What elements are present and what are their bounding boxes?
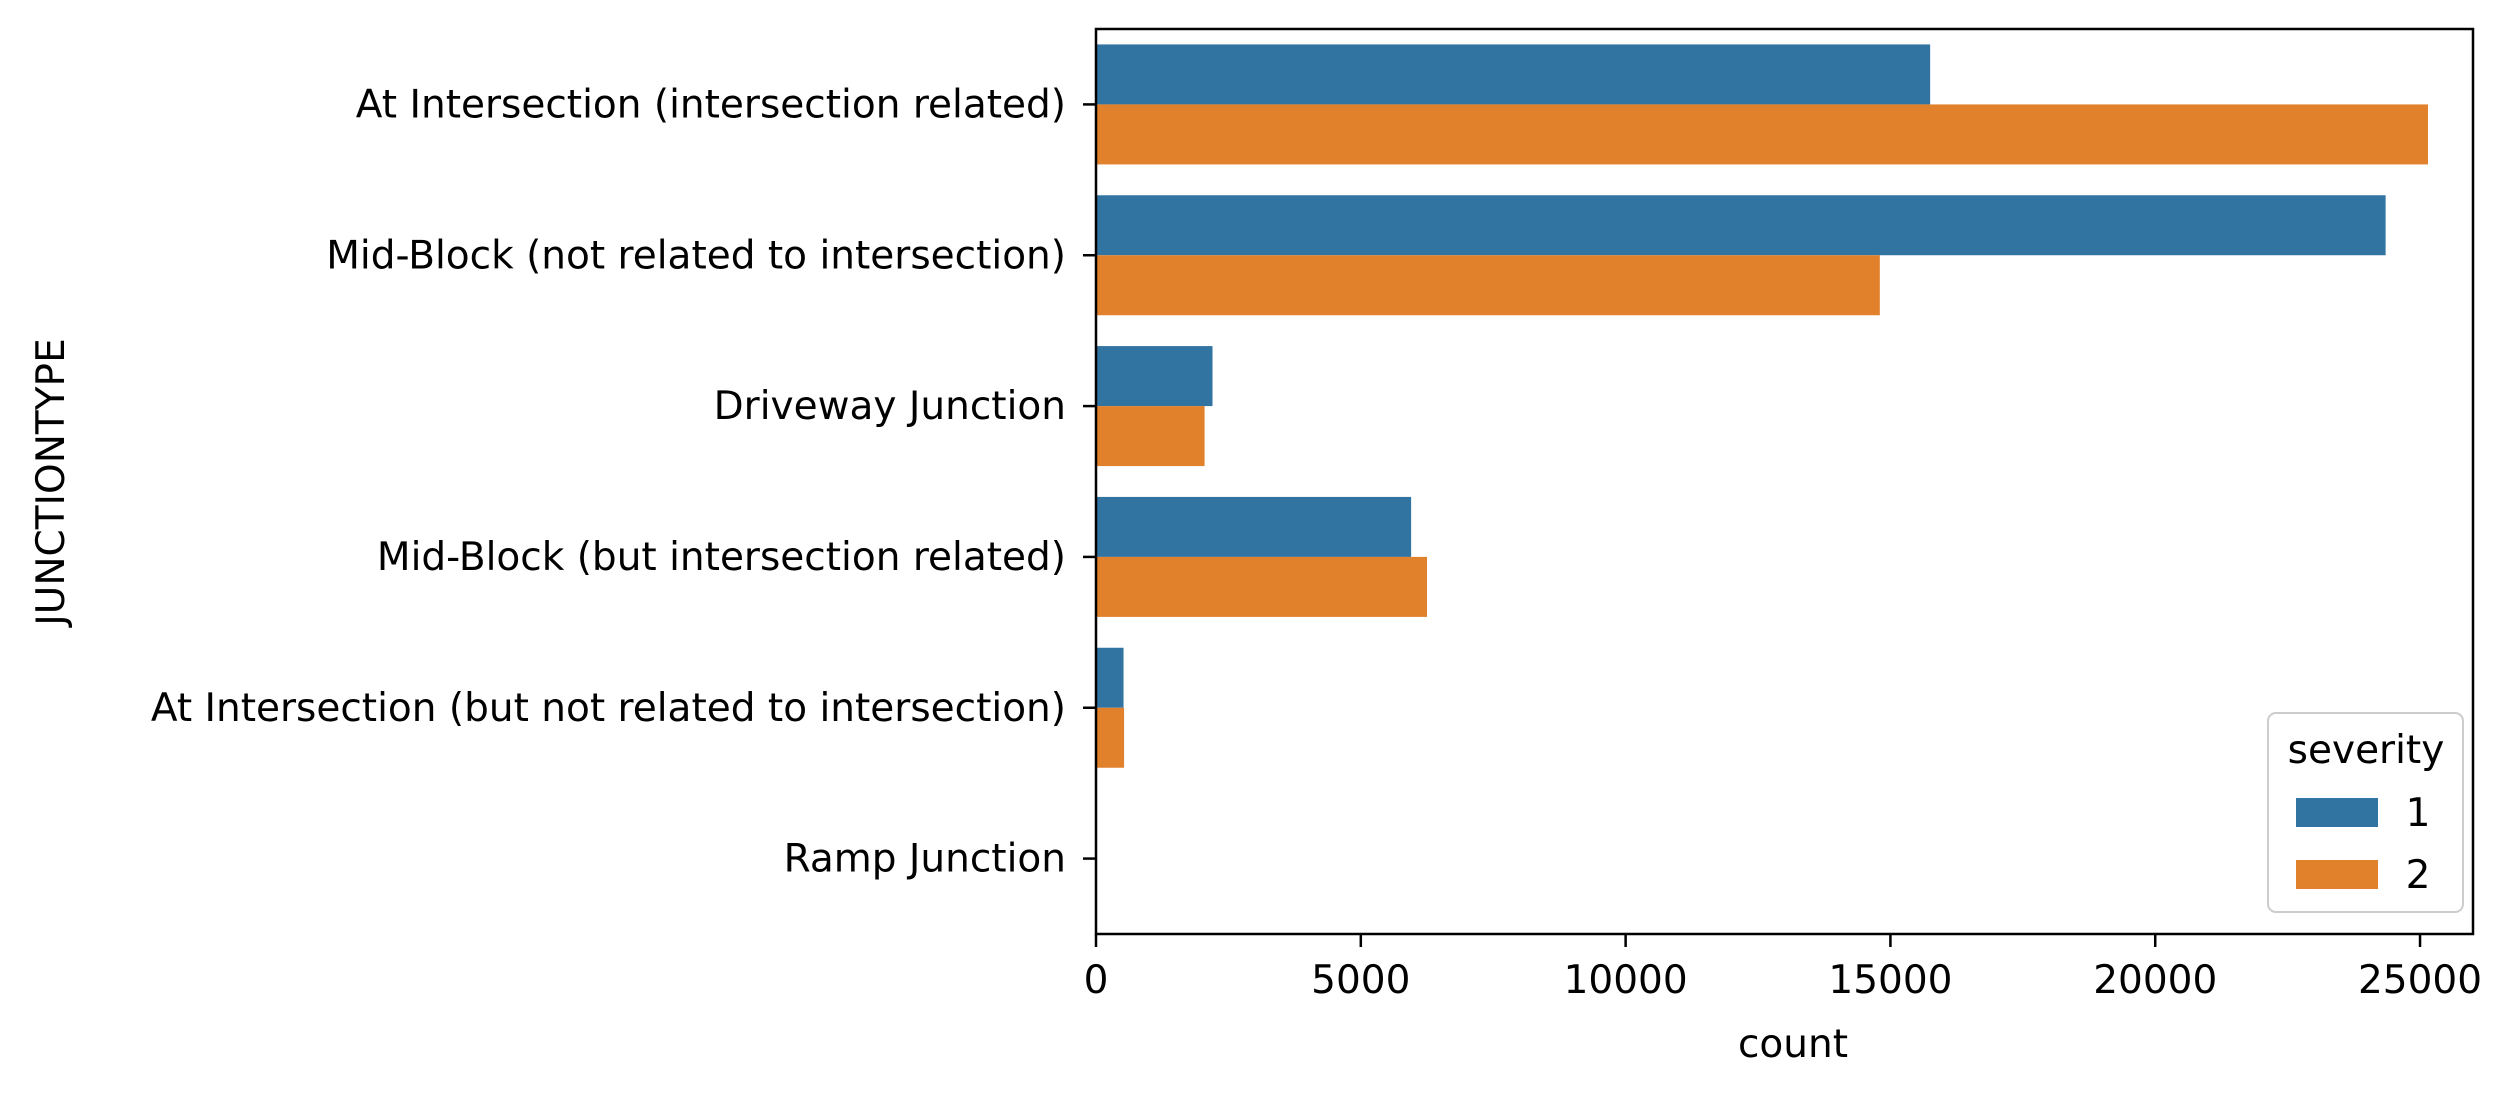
y-tick-label-mid-block-but-intersection-related: Mid-Block (but intersection related) [377, 535, 1066, 580]
bar-at-intersection-intersection-related-severity-1 [1096, 44, 1931, 105]
bar-at-intersection-intersection-related-severity-2 [1096, 104, 2428, 165]
x-tick-label-10000: 10000 [1564, 958, 1688, 1003]
bar-at-intersection-but-not-related-to-intersection-severity-1 [1096, 647, 1124, 708]
legend-swatch-severity-1 [2296, 798, 2378, 827]
x-tick-label-25000: 25000 [2358, 958, 2482, 1003]
bar-mid-block-but-intersection-related-severity-1 [1096, 496, 1412, 557]
y-tick-label-at-intersection-intersection-related: At Intersection (intersection related) [356, 82, 1066, 127]
x-tick-label-15000: 15000 [1828, 958, 1952, 1003]
bar-driveway-junction-severity-2 [1096, 406, 1205, 467]
x-tick-label-0: 0 [1084, 958, 1109, 1003]
legend-label-severity-2: 2 [2406, 853, 2431, 898]
y-tick-label-driveway-junction: Driveway Junction [714, 384, 1066, 429]
legend-label-severity-1: 1 [2406, 791, 2431, 836]
plot-frame [1094, 27, 2475, 936]
bar-at-intersection-but-not-related-to-intersection-severity-2 [1096, 707, 1125, 768]
y-tick-label-ramp-junction: Ramp Junction [784, 837, 1066, 882]
legend-swatch-severity-2 [2296, 860, 2378, 889]
bar-mid-block-not-related-to-intersection-severity-2 [1096, 255, 1880, 316]
x-tick-label-5000: 5000 [1311, 958, 1410, 1003]
x-axis: 0 5000 10000 15000 20000 25000 [1084, 934, 2482, 1003]
y-tick-label-mid-block-not-related-to-intersection: Mid-Block (not related to intersection) [326, 233, 1066, 278]
bar-mid-block-but-intersection-related-severity-2 [1096, 556, 1428, 617]
x-axis-title: count [1738, 1022, 1848, 1067]
bar-driveway-junction-severity-1 [1096, 346, 1213, 407]
y-axis: At Intersection (intersection related) Mi… [151, 82, 1096, 882]
x-tick-label-20000: 20000 [2093, 958, 2217, 1003]
y-tick-label-at-intersection-but-not-related-to-intersection: At Intersection (but not related to inte… [151, 686, 1066, 731]
legend-title: severity [2288, 728, 2445, 773]
bars-group [1096, 44, 2428, 768]
bar-mid-block-not-related-to-intersection-severity-1 [1096, 195, 2386, 256]
legend: severity 1 2 [2267, 712, 2464, 913]
y-axis-title: JUNCTIONTYPE [29, 338, 74, 628]
